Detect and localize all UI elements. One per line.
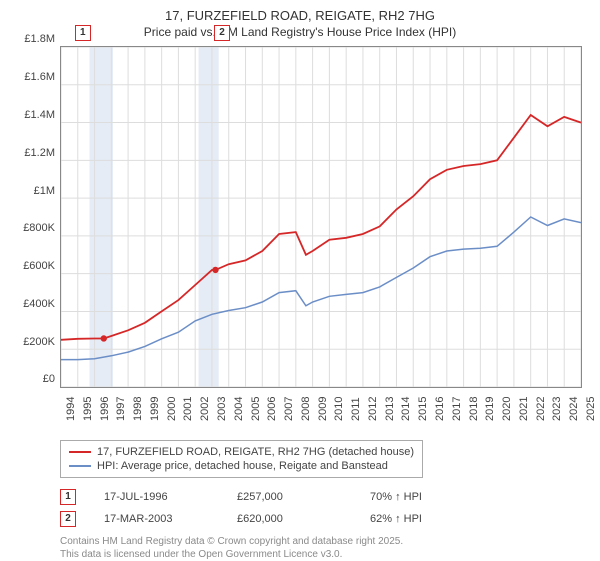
sale-marker-label: 1: [75, 25, 91, 41]
legend-item: HPI: Average price, detached house, Reig…: [69, 459, 414, 473]
footer-line: This data is licensed under the Open Gov…: [60, 549, 590, 561]
x-tick-label: 1995: [82, 397, 94, 421]
sales-table: 1 17-JUL-1996 £257,000 70% ↑ HPI 2 17-MA…: [60, 486, 590, 530]
chart-title-block: 17, FURZEFIELD ROAD, REIGATE, RH2 7HG Pr…: [10, 8, 590, 40]
sale-row: 2 17-MAR-2003 £620,000 62% ↑ HPI: [60, 508, 590, 530]
y-tick-label: £1.2M: [24, 147, 55, 159]
x-tick-label: 1994: [65, 397, 77, 421]
legend: 17, FURZEFIELD ROAD, REIGATE, RH2 7HG (d…: [60, 440, 423, 478]
x-tick-label: 1999: [149, 397, 161, 421]
x-tick-label: 2014: [400, 397, 412, 421]
legend-item: 17, FURZEFIELD ROAD, REIGATE, RH2 7HG (d…: [69, 445, 414, 459]
x-tick-label: 2002: [199, 397, 211, 421]
sale-date: 17-JUL-1996: [104, 491, 209, 503]
x-tick-label: 1998: [132, 397, 144, 421]
sale-delta: 70% ↑ HPI: [370, 491, 475, 503]
y-tick-label: £1.6M: [24, 71, 55, 83]
sale-marker-label: 2: [214, 25, 230, 41]
legend-text: HPI: Average price, detached house, Reig…: [97, 460, 388, 472]
x-tick-label: 2022: [535, 397, 547, 421]
title-line-2: Price paid vs. HM Land Registry's House …: [10, 25, 590, 41]
sale-marker-box: 2: [60, 511, 76, 527]
x-tick-label: 1997: [115, 397, 127, 421]
title-line-1: 17, FURZEFIELD ROAD, REIGATE, RH2 7HG: [10, 8, 590, 25]
x-tick-label: 2020: [501, 397, 513, 421]
sale-delta: 62% ↑ HPI: [370, 513, 475, 525]
x-tick-label: 2003: [216, 397, 228, 421]
x-tick-label: 1996: [99, 397, 111, 421]
x-tick-label: 2024: [568, 397, 580, 421]
x-tick-label: 2015: [417, 397, 429, 421]
y-tick-label: £400K: [23, 298, 55, 310]
x-tick-label: 2001: [182, 397, 194, 421]
y-tick-label: £200K: [23, 336, 55, 348]
sale-price: £257,000: [237, 491, 342, 503]
y-tick-label: £1.4M: [24, 109, 55, 121]
x-tick-label: 2013: [384, 397, 396, 421]
x-tick-label: 2025: [585, 397, 597, 421]
sale-price: £620,000: [237, 513, 342, 525]
x-tick-label: 2005: [250, 397, 262, 421]
x-tick-label: 2023: [551, 397, 563, 421]
chart-svg: [61, 47, 581, 387]
y-tick-label: £0: [43, 373, 55, 385]
x-tick-label: 2018: [468, 397, 480, 421]
footer: Contains HM Land Registry data © Crown c…: [60, 536, 590, 561]
sale-date: 17-MAR-2003: [104, 513, 209, 525]
x-tick-label: 2019: [484, 397, 496, 421]
x-tick-label: 2007: [283, 397, 295, 421]
legend-swatch-blue: [69, 465, 91, 467]
x-tick-label: 2008: [300, 397, 312, 421]
x-tick-label: 2009: [317, 397, 329, 421]
x-tick-label: 2016: [434, 397, 446, 421]
footer-line: Contains HM Land Registry data © Crown c…: [60, 536, 590, 549]
sale-row: 1 17-JUL-1996 £257,000 70% ↑ HPI: [60, 486, 590, 508]
y-tick-label: £1.8M: [24, 33, 55, 45]
x-tick-label: 2004: [233, 397, 245, 421]
sale-marker-box: 1: [60, 489, 76, 505]
y-tick-label: £600K: [23, 260, 55, 272]
x-tick-label: 2012: [367, 397, 379, 421]
x-tick-label: 2000: [166, 397, 178, 421]
chart-plot-area: £0£200K£400K£600K£800K£1M£1.2M£1.4M£1.6M…: [60, 46, 582, 388]
x-tick-label: 2010: [333, 397, 345, 421]
x-tick-label: 2006: [266, 397, 278, 421]
y-tick-label: £800K: [23, 222, 55, 234]
x-tick-label: 2021: [518, 397, 530, 421]
x-tick-label: 2017: [451, 397, 463, 421]
x-axis-labels: 1994 1995 1996 1997 1998 1999 2000 2001 2002 2003…: [61, 387, 581, 431]
y-tick-label: £1M: [34, 185, 55, 197]
legend-swatch-red: [69, 451, 91, 453]
x-tick-label: 2011: [350, 398, 362, 422]
legend-text: 17, FURZEFIELD ROAD, REIGATE, RH2 7HG (d…: [97, 446, 414, 458]
y-axis-labels: £0 £200K £400K £600K £800K £1M £1.2M £1.4M £1.6M…: [11, 39, 57, 395]
